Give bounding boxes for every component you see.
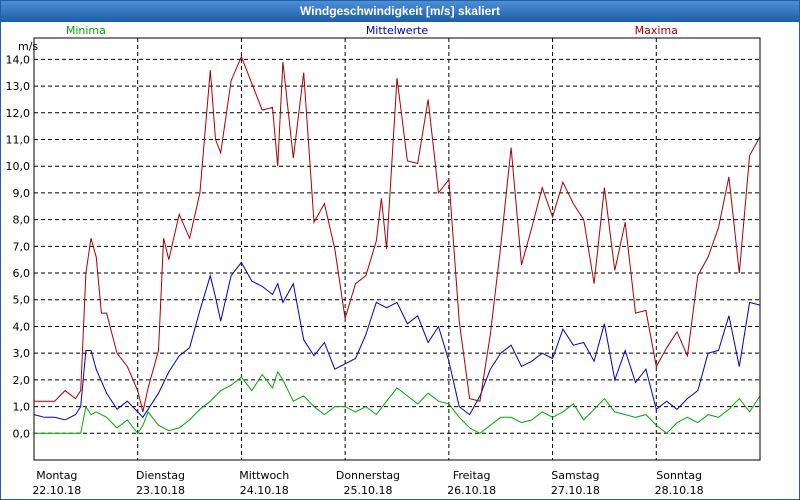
series-line-mittelwerte — [33, 261, 761, 421]
x-axis-day-labels: Montag 22.10.18 Dienstag 23.10.18 Mittwoch 24… — [32, 469, 703, 497]
y-tick-label: 1,0 — [13, 401, 31, 414]
y-tick-label: 9,0 — [13, 187, 31, 200]
y-tick-label: 14,0 — [6, 53, 31, 66]
y-tick-label: 3,0 — [13, 347, 31, 360]
x-tick-day-name: Sonntag — [656, 469, 702, 482]
y-tick-label: 11,0 — [6, 133, 31, 146]
y-tick-label: 10,0 — [6, 160, 31, 173]
y-tick-label: 13,0 — [6, 80, 31, 93]
y-tick-label: 6,0 — [13, 267, 31, 280]
x-tick-day-name: Mittwoch — [239, 469, 289, 482]
x-tick-date: 22.10.18 — [32, 484, 81, 497]
legend-entry-minima: Minima — [66, 24, 106, 37]
x-tick-day-name: Freitag — [453, 469, 491, 482]
y-tick-label: 0,0 — [13, 427, 31, 440]
legend-entry-maxima: Maxima — [635, 24, 678, 37]
y-tick-label: 12,0 — [6, 107, 31, 120]
legend-entry-mittelwerte: Mittelwerte — [366, 24, 429, 37]
y-tick-label: 5,0 — [13, 294, 31, 307]
plot-border — [33, 37, 761, 461]
y-axis-label: m/s — [18, 40, 38, 53]
y-tick-label: 2,0 — [13, 374, 31, 387]
series-line-maxima — [34, 55, 761, 413]
x-tick-date: 24.10.18 — [240, 484, 289, 497]
x-tick-date: 23.10.18 — [136, 484, 185, 497]
x-tick-date: 27.10.18 — [551, 484, 600, 497]
axis-layer: 0,0 1,0 2,0 3,0 4,0 5,0 6,0 7,0 8,0 9,0 10,0 11,0 12… — [6, 53, 31, 440]
x-tick-date: 26.10.18 — [447, 484, 496, 497]
series-line-minima — [34, 370, 761, 435]
x-tick-day-name: Samstag — [551, 469, 599, 482]
legend: Minima Mittelwerte Maxima — [66, 24, 678, 37]
grid-layer — [34, 38, 760, 460]
x-tick-day-name: Montag — [36, 469, 77, 482]
y-tick-label: 4,0 — [13, 320, 31, 333]
y-tick-label: 7,0 — [13, 240, 31, 253]
x-tick-date: 28.10.18 — [655, 484, 704, 497]
y-tick-label: 8,0 — [13, 214, 31, 227]
x-tick-day-name: Donnerstag — [336, 469, 400, 482]
series-layer — [33, 55, 761, 435]
x-tick-day-name: Dienstag — [136, 469, 185, 482]
window-title: Windgeschwindigkeit [m/s] skaliert — [1, 1, 799, 22]
x-tick-date: 25.10.18 — [343, 484, 392, 497]
